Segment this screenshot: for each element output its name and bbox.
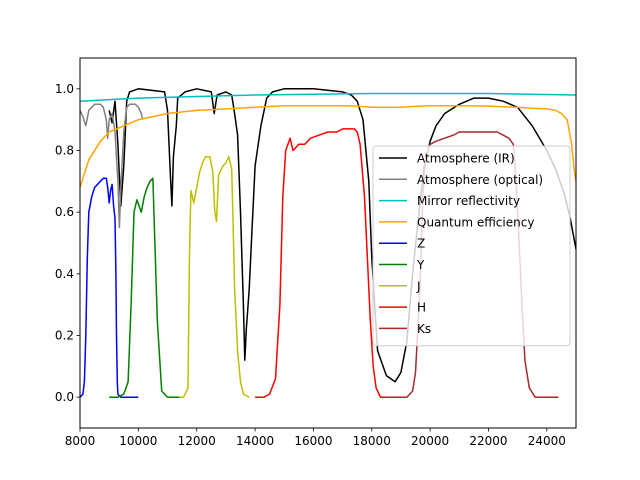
y-axis: 0.0 0.2 0.4 0.6 0.8 1.0 xyxy=(55,82,80,404)
legend-label-atmosphere-ir: Atmosphere (IR) xyxy=(417,152,515,166)
series-line-j xyxy=(179,155,250,398)
series-line-quantum-efficiency xyxy=(80,105,576,188)
legend-label-y: Y xyxy=(416,258,425,272)
y-tick-label: 0.0 xyxy=(55,390,74,404)
x-tick-label: 12000 xyxy=(178,434,216,448)
y-tick-label: 0.8 xyxy=(55,144,74,158)
x-tick-label: 18000 xyxy=(353,434,391,448)
series-line-h xyxy=(255,128,390,398)
y-tick-label: 0.4 xyxy=(55,267,74,281)
series-line-z xyxy=(80,177,139,398)
x-axis: 8000 10000 12000 14000 16000 18000 20000 22000 2… xyxy=(65,428,566,448)
y-tick-label: 0.2 xyxy=(55,329,74,343)
legend-label-quantum-efficiency: Quantum efficiency xyxy=(417,215,534,229)
y-tick-label: 1.0 xyxy=(55,82,74,96)
x-tick-label: 14000 xyxy=(236,434,274,448)
x-tick-label: 10000 xyxy=(119,434,157,448)
x-tick-label: 16000 xyxy=(294,434,332,448)
plot-frame xyxy=(79,57,577,429)
x-tick-label: 24000 xyxy=(528,434,566,448)
legend: Atmosphere (IR) Atmosphere (optical) Mirro… xyxy=(372,145,571,347)
series-line-mirror-reflectivity xyxy=(80,92,576,102)
x-tick-label: 22000 xyxy=(469,434,507,448)
legend-label-ks: Ks xyxy=(417,322,431,336)
series-line-atmosphere-optical xyxy=(80,103,144,229)
legend-label-atmosphere-optical: Atmosphere (optical) xyxy=(417,173,543,187)
series-line-atmosphere-ir xyxy=(108,88,576,383)
x-tick-label: 20000 xyxy=(411,434,449,448)
y-tick-label: 0.6 xyxy=(55,205,74,219)
legend-label-j: J xyxy=(416,279,421,293)
x-tick-label: 8000 xyxy=(65,434,96,448)
legend-label-z: Z xyxy=(417,237,425,251)
legend-box xyxy=(372,145,571,347)
legend-label-mirror-reflectivity: Mirror reflectivity xyxy=(417,194,520,208)
series-line-y xyxy=(109,177,183,398)
legend-label-h: H xyxy=(417,301,426,315)
